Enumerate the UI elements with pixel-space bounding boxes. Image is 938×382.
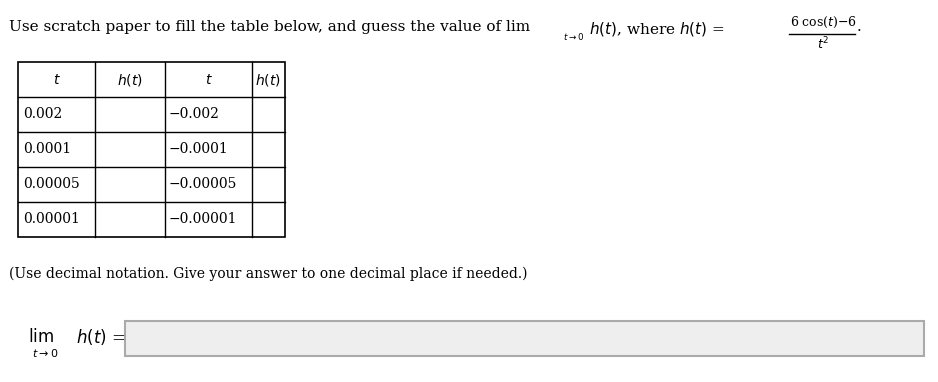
Text: 0.0001: 0.0001 — [23, 142, 71, 156]
FancyBboxPatch shape — [125, 321, 925, 356]
Text: −0.00001: −0.00001 — [169, 212, 237, 226]
Text: −0.002: −0.002 — [169, 107, 219, 121]
Text: $h(t)$, where $h(t)$ =: $h(t)$, where $h(t)$ = — [589, 20, 724, 38]
Text: $t$: $t$ — [53, 73, 61, 86]
Text: $h(t)$ =: $h(t)$ = — [76, 327, 126, 347]
Text: $t\to0$: $t\to0$ — [32, 347, 58, 359]
Text: 0.00005: 0.00005 — [23, 177, 80, 191]
Text: −0.0001: −0.0001 — [169, 142, 229, 156]
Text: Use scratch paper to fill the table below, and guess the value of lim: Use scratch paper to fill the table belo… — [8, 20, 530, 34]
Text: .: . — [856, 20, 861, 34]
Text: 6 cos($t$)$-$6: 6 cos($t$)$-$6 — [790, 15, 857, 30]
Text: 0.002: 0.002 — [23, 107, 62, 121]
Text: −0.00005: −0.00005 — [169, 177, 237, 191]
Text: (Use decimal notation. Give your answer to one decimal place if needed.): (Use decimal notation. Give your answer … — [8, 267, 527, 281]
Text: $h(t)$: $h(t)$ — [117, 71, 143, 87]
Text: $t^2$: $t^2$ — [817, 36, 829, 52]
Text: $\lim$: $\lim$ — [27, 328, 53, 346]
Text: $t$: $t$ — [204, 73, 213, 86]
Text: $_{t\to0}$: $_{t\to0}$ — [564, 30, 584, 43]
Bar — [18, 62, 285, 236]
Text: 0.00001: 0.00001 — [23, 212, 80, 226]
Text: $h(t)$: $h(t)$ — [255, 71, 281, 87]
